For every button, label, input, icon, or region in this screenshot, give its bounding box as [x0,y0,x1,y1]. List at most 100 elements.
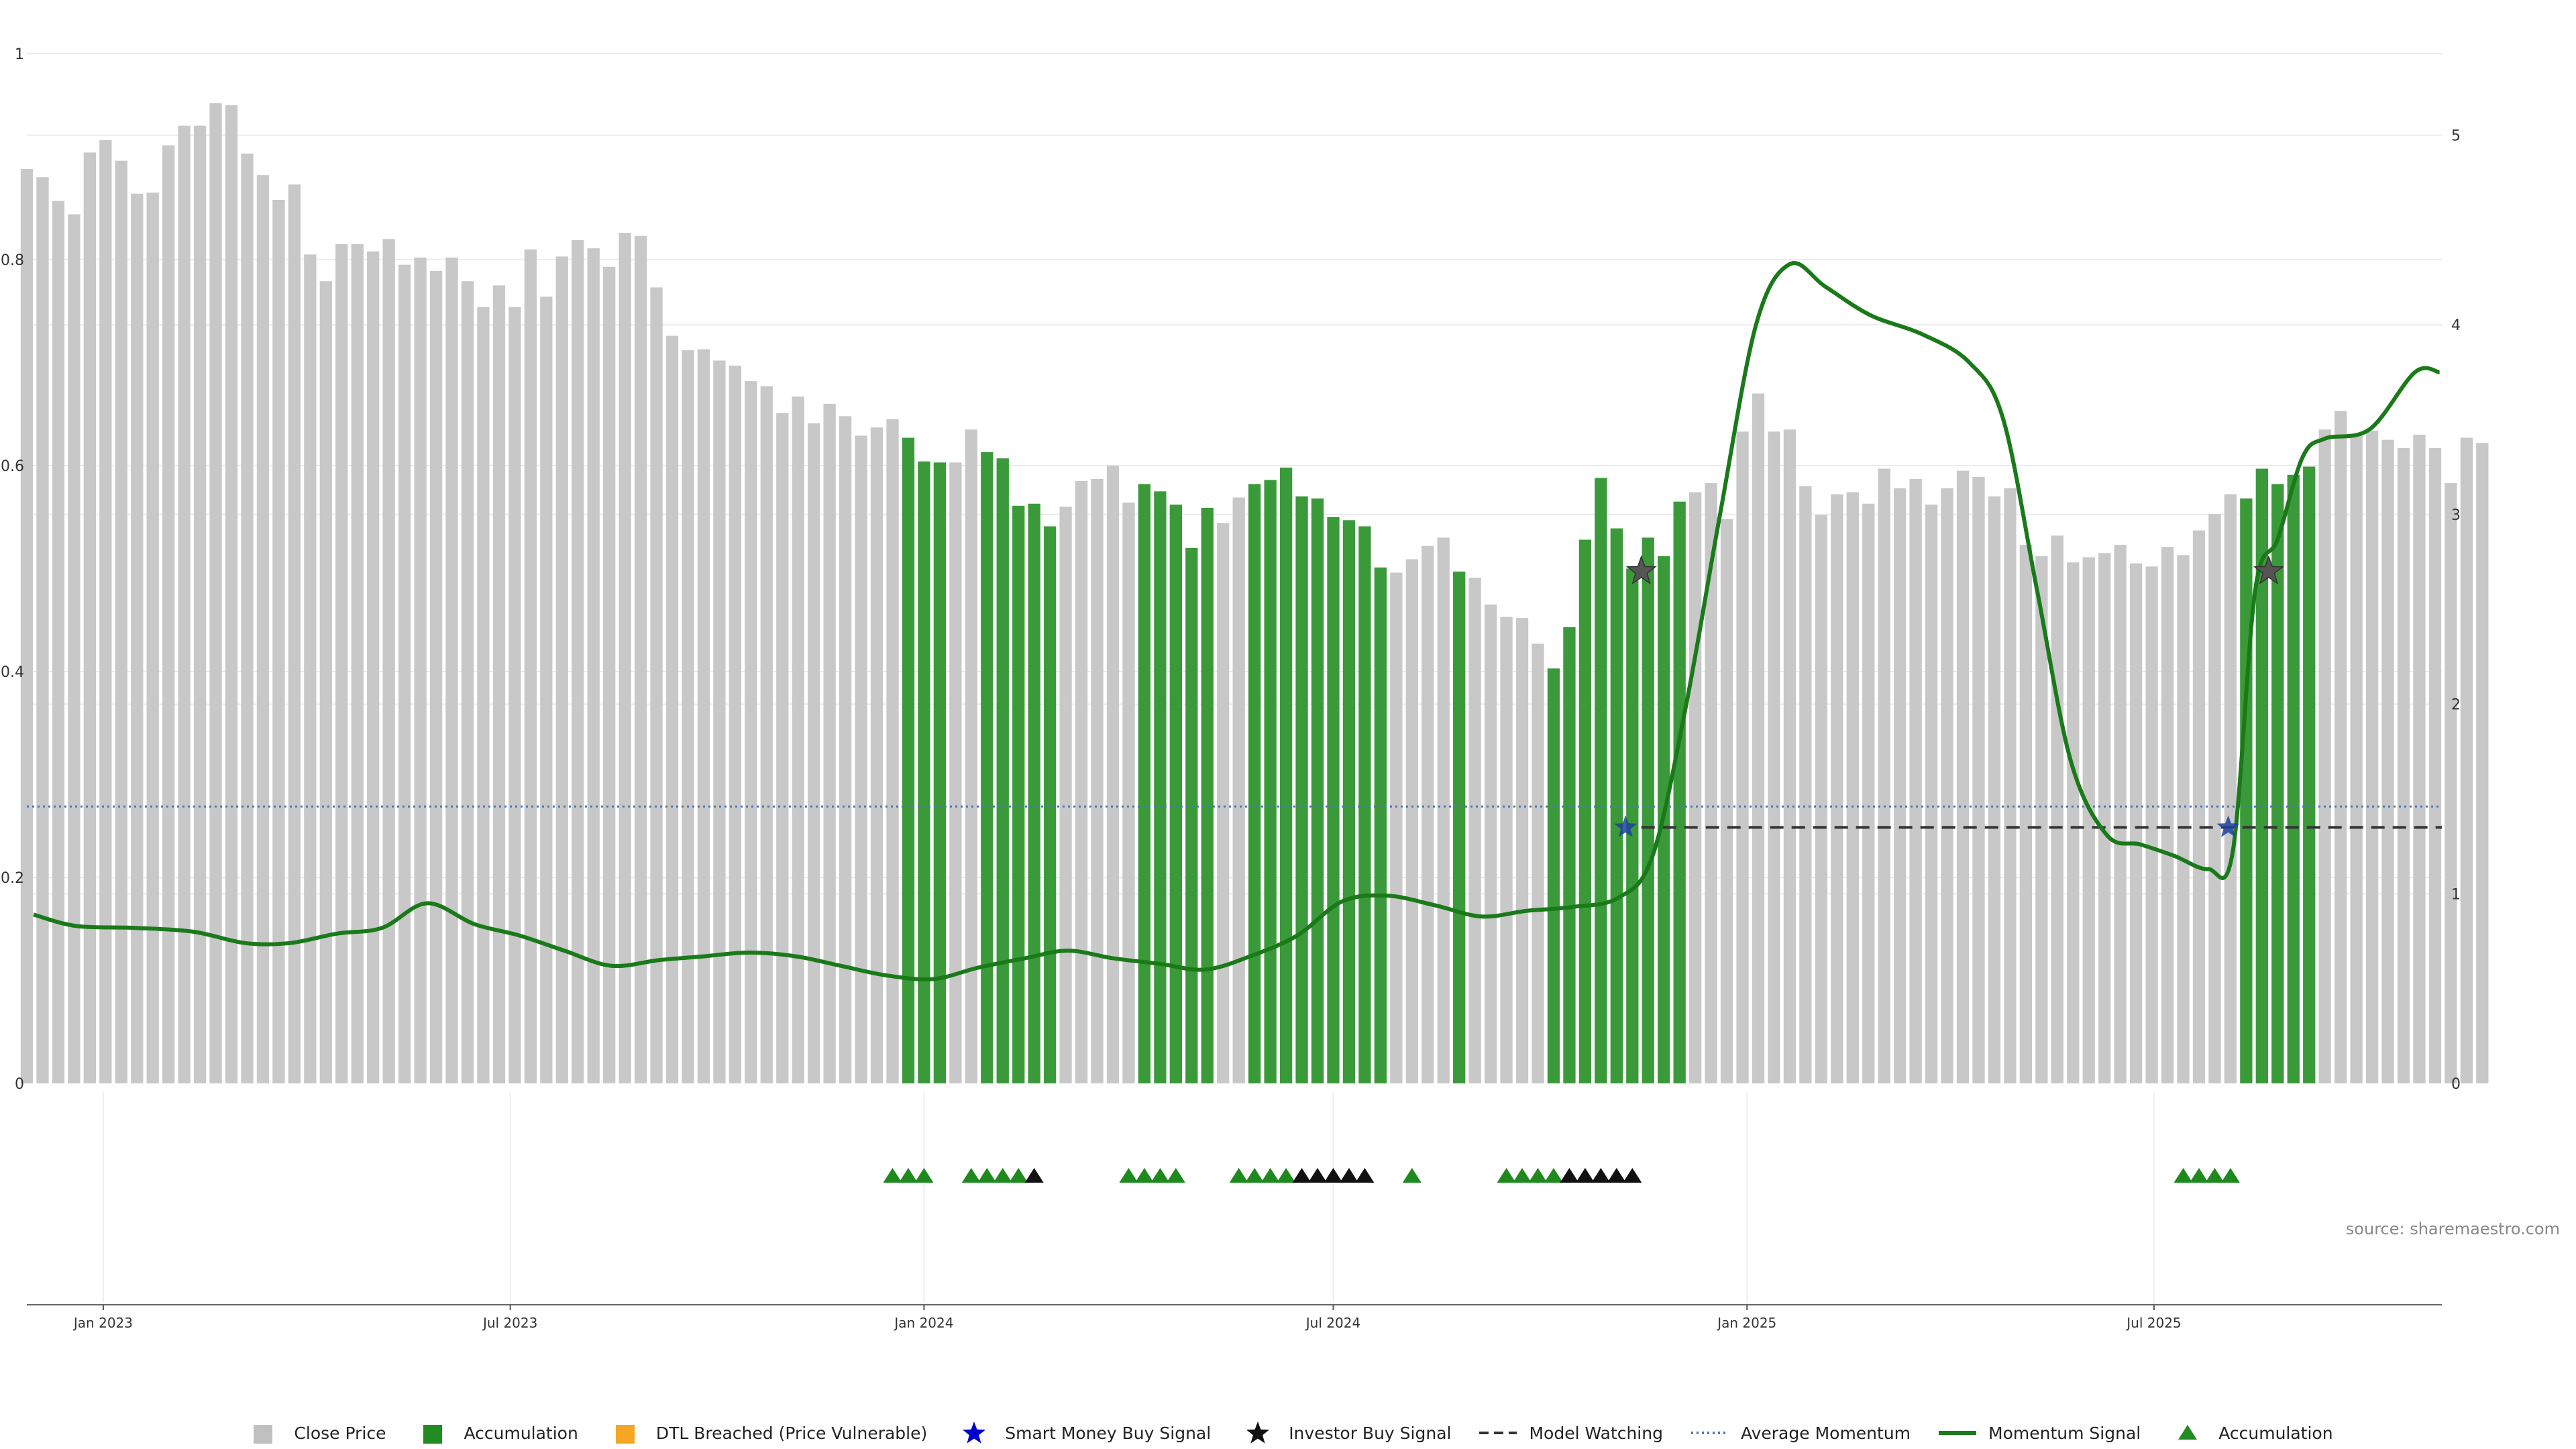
accumulation-triangle-marker [1513,1168,1532,1183]
close-price-bar [1075,481,1088,1083]
close-price-bar [1705,483,1717,1083]
accumulation-bar [1547,668,1560,1083]
close-price-bar [2476,443,2489,1083]
accumulation-bar [933,462,947,1083]
close-price-bar [808,423,820,1083]
close-price-bar [839,416,852,1083]
close-price-bar [572,239,584,1084]
accumulation-triangle-marker [914,1168,934,1183]
accumulation-triangle-marker [977,1168,997,1183]
close-price-bar [52,201,65,1083]
accumulation-triangle-marker [1560,1168,1579,1183]
accumulation-bar [1563,627,1576,1083]
close-price-bar [1878,468,1890,1083]
close-price-bar [508,307,521,1083]
close-price-bar [1831,494,1843,1083]
accumulation-bar [1201,507,1214,1083]
accumulation-bar [1578,539,1592,1083]
left-tick-label: 1 [15,46,24,63]
close-price-bar [2051,535,2063,1083]
accumulation-bar [2287,474,2300,1083]
close-price-bar [1894,488,1907,1083]
accumulation-triangle-marker [1607,1168,1626,1183]
legend-square-icon [413,1419,453,1446]
close-price-bar [603,266,616,1083]
close-price-bar [682,350,694,1083]
accumulation-bar [2255,468,2268,1083]
legend-triangle-icon [2167,1419,2208,1446]
accumulation-triangle-marker [1260,1168,1280,1183]
close-price-bar [1390,572,1403,1083]
accumulation-triangle-marker [1134,1168,1154,1183]
close-price-bar [1515,618,1529,1083]
close-price-bar [477,307,490,1083]
close-price-bar [1972,476,1985,1083]
accumulation-bar [1642,537,1654,1083]
close-price-bar [1956,470,1970,1083]
right-tick-label: 3 [2451,507,2461,524]
close-price-bar [131,193,144,1083]
close-price-bar [225,105,238,1083]
accumulation-bar [1028,503,1040,1083]
investor-buy-star [1625,555,1657,585]
left-tick-label: 0.2 [1,870,24,887]
close-price-bar [745,381,757,1083]
close-price-bar [1768,431,1780,1083]
accumulation-triangle-marker [993,1168,1012,1183]
close-price-bar [2098,553,2111,1083]
close-price-bar [20,168,34,1083]
legend-label: Average Momentum [1740,1423,1911,1443]
legend-star-icon [1238,1419,1278,1446]
close-price-bar [1405,559,1418,1083]
right-tick-label: 4 [2451,317,2461,334]
close-price-bar [2208,514,2221,1083]
accumulation-triangle-marker [883,1168,902,1183]
accumulation-triangle-marker [1308,1168,1328,1183]
close-price-bar [634,235,647,1083]
accumulation-bar [1279,468,1293,1083]
legend-item: Close Price [243,1419,386,1446]
close-price-bar [1689,492,1702,1083]
accumulation-triangle-marker [2205,1168,2224,1183]
x-tick-label: Jan 2023 [72,1315,133,1331]
close-price-bar [886,419,899,1083]
accumulation-bar [1358,526,1371,1083]
accumulation-triangle-marker [1009,1168,1028,1183]
legend-dashed-icon [1478,1419,1518,1446]
close-price-bar [99,140,112,1084]
close-price-bar [461,281,474,1083]
right-tick-label: 5 [2451,128,2461,145]
left-tick-label: 0.8 [1,252,24,269]
close-price-bar [1232,497,1245,1083]
x-tick-label: Jan 2025 [1716,1315,1776,1331]
close-price-bar [587,248,600,1083]
close-price-bar [2224,494,2237,1083]
close-price-bar [665,335,679,1084]
close-price-bar [870,427,883,1083]
right-tick-label: 0 [2451,1076,2461,1093]
close-price-bar [2365,430,2379,1083]
x-tick-label: Jul 2023 [482,1315,537,1331]
accumulation-triangle-marker [1245,1168,1265,1183]
legend-item: Momentum Signal [1937,1419,2141,1446]
legend-label: Accumulation [464,1423,578,1443]
close-price-bar [1909,478,1922,1083]
close-price-bar [36,177,49,1084]
close-price-bar [319,281,332,1083]
left-tick-label: 0.6 [1,458,24,475]
close-price-bar [193,125,207,1084]
accumulation-bar [902,437,915,1083]
close-price-bar [68,214,80,1084]
accumulation-triangle-marker [1150,1168,1170,1183]
close-price-bar [2082,557,2095,1083]
close-price-bar [2129,563,2143,1083]
close-price-bar [823,403,836,1083]
close-price-bar [1941,488,1953,1083]
legend-label: DTL Breached (Price Vulnerable) [655,1423,928,1443]
close-price-bar [1736,431,1749,1083]
close-price-bar [1799,486,1812,1083]
accumulation-bar [1453,572,1466,1083]
close-price-bar [414,257,427,1084]
accumulation-bar [1595,478,1607,1083]
accumulation-triangle-marker [1292,1168,1311,1183]
